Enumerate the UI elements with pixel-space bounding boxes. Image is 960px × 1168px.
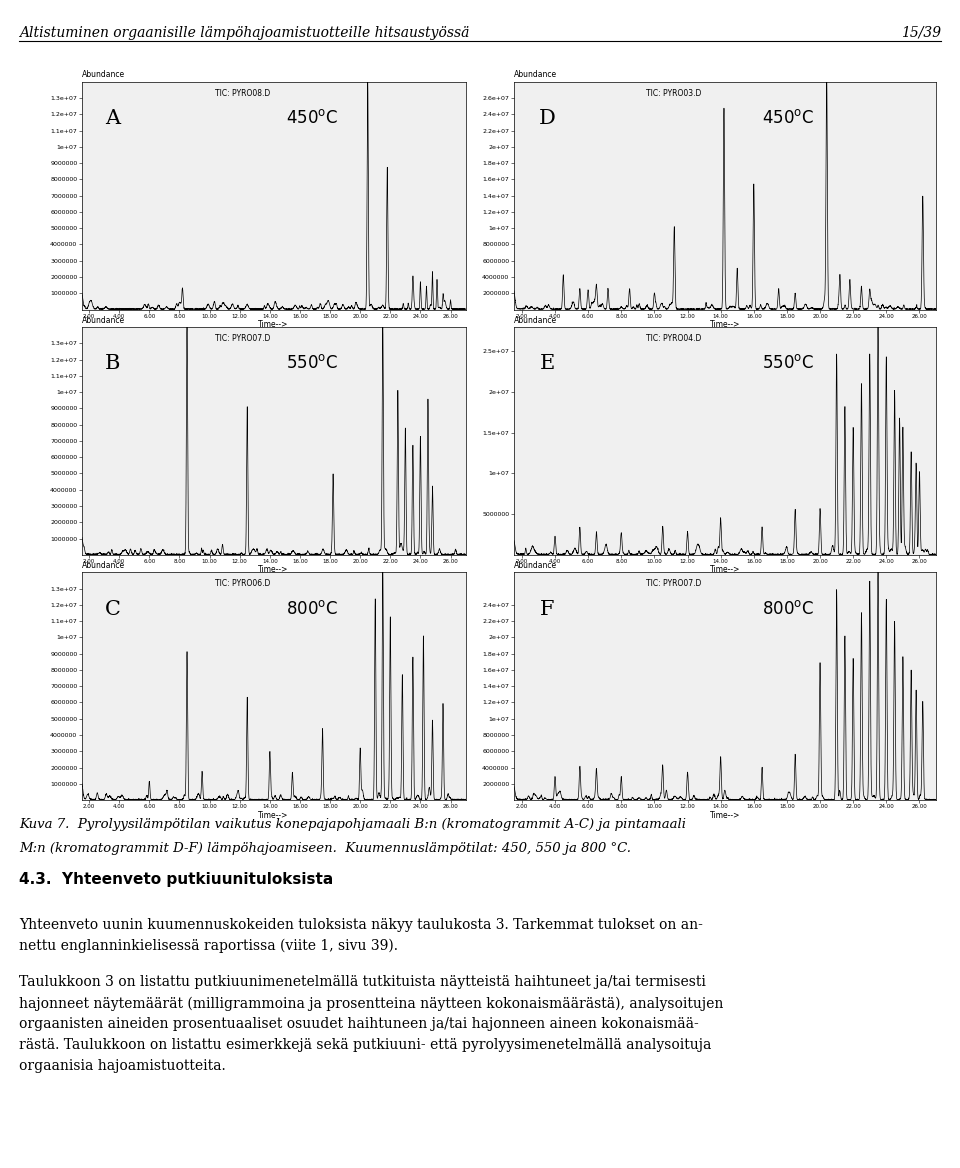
Text: Taulukkoon 3 on listattu putkiuunimenetelmällä tutkituista näytteistä haihtuneet: Taulukkoon 3 on listattu putkiuunimenete… <box>19 975 706 989</box>
Text: 450$^{\mathrm{o}}$C: 450$^{\mathrm{o}}$C <box>762 109 814 127</box>
Text: 4.3.  Yhteenveto putkiuunituloksista: 4.3. Yhteenveto putkiuunituloksista <box>19 872 333 888</box>
Text: 15/39: 15/39 <box>900 26 941 40</box>
Text: Altistuminen orgaanisille lämpöhajoamistuotteille hitsaustyössä: Altistuminen orgaanisille lämpöhajoamist… <box>19 26 469 40</box>
Text: B: B <box>105 354 120 374</box>
Text: TIC: PYRO06.D: TIC: PYRO06.D <box>215 579 271 589</box>
Text: D: D <box>539 109 556 128</box>
Text: M:n (kromatogrammit D-F) lämpöhajoamiseen.  Kuumennuslämpötilat: 450, 550 ja 800: M:n (kromatogrammit D-F) lämpöhajoamisee… <box>19 842 632 855</box>
Text: hajonneet näytemäärät (milligrammoina ja prosentteina näytteen kokonaismäärästä): hajonneet näytemäärät (milligrammoina ja… <box>19 996 724 1010</box>
X-axis label: Time-->: Time--> <box>258 320 289 329</box>
Text: F: F <box>540 599 555 619</box>
Text: A: A <box>105 109 120 128</box>
Text: Abundance: Abundance <box>514 561 557 570</box>
Text: TIC: PYRO07.D: TIC: PYRO07.D <box>646 579 702 589</box>
Text: orgaanisia hajoamistuotteita.: orgaanisia hajoamistuotteita. <box>19 1059 226 1073</box>
Text: C: C <box>105 599 120 619</box>
Text: orgaanisten aineiden prosentuaaliset osuudet haihtuneen ja/tai hajonneen aineen : orgaanisten aineiden prosentuaaliset osu… <box>19 1017 699 1031</box>
Text: Abundance: Abundance <box>82 315 125 325</box>
X-axis label: Time-->: Time--> <box>258 811 289 820</box>
X-axis label: Time-->: Time--> <box>709 320 740 329</box>
Text: TIC: PYRO04.D: TIC: PYRO04.D <box>646 334 702 343</box>
Text: nettu englanninkielisessä raportissa (viite 1, sivu 39).: nettu englanninkielisessä raportissa (vi… <box>19 939 398 953</box>
Text: Abundance: Abundance <box>514 70 557 79</box>
Text: 800$^{\mathrm{o}}$C: 800$^{\mathrm{o}}$C <box>286 599 338 618</box>
Text: 550$^{\mathrm{o}}$C: 550$^{\mathrm{o}}$C <box>286 354 338 373</box>
X-axis label: Time-->: Time--> <box>709 565 740 575</box>
Text: Yhteenveto uunin kuumennuskokeiden tuloksista näkyy taulukosta 3. Tarkemmat tulo: Yhteenveto uunin kuumennuskokeiden tulok… <box>19 918 703 932</box>
Text: 550$^{\mathrm{o}}$C: 550$^{\mathrm{o}}$C <box>762 354 814 373</box>
Text: Abundance: Abundance <box>82 561 125 570</box>
Text: TIC: PYRO03.D: TIC: PYRO03.D <box>646 89 702 98</box>
Text: rästä. Taulukkoon on listattu esimerkkejä sekä putkiuuni- että pyrolyysimenetelm: rästä. Taulukkoon on listattu esimerkkej… <box>19 1038 711 1052</box>
X-axis label: Time-->: Time--> <box>709 811 740 820</box>
Text: Abundance: Abundance <box>82 70 125 79</box>
Text: 450$^{\mathrm{o}}$C: 450$^{\mathrm{o}}$C <box>286 109 338 127</box>
Text: 800$^{\mathrm{o}}$C: 800$^{\mathrm{o}}$C <box>762 599 814 618</box>
Text: TIC: PYRO08.D: TIC: PYRO08.D <box>215 89 271 98</box>
X-axis label: Time-->: Time--> <box>258 565 289 575</box>
Text: E: E <box>540 354 555 374</box>
Text: Kuva 7.  Pyrolyysilämpötilan vaikutus konepajapohjamaali B:n (kromatogrammit A-C: Kuva 7. Pyrolyysilämpötilan vaikutus kon… <box>19 818 686 830</box>
Text: TIC: PYRO07.D: TIC: PYRO07.D <box>215 334 271 343</box>
Text: Abundance: Abundance <box>514 315 557 325</box>
